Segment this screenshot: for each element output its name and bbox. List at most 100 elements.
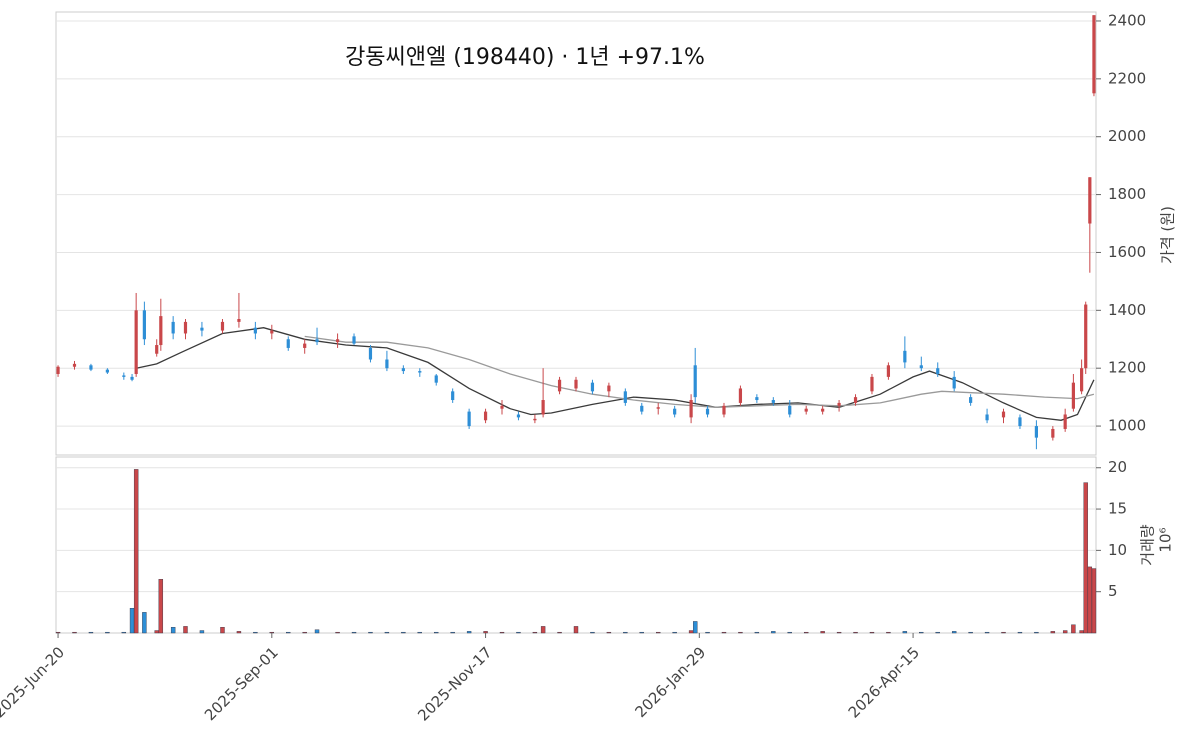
volume-bar — [483, 631, 488, 634]
candle-body — [1063, 414, 1067, 429]
volume-bar — [573, 626, 579, 634]
volume-bar — [286, 631, 291, 634]
candle-body — [142, 310, 146, 340]
volume-bar — [853, 631, 858, 634]
x-tick-label: 2026-Jan-29 — [632, 643, 710, 721]
candle-body — [755, 397, 759, 401]
candle-body — [159, 316, 163, 346]
candle-body — [286, 339, 290, 348]
candle-body — [253, 327, 257, 334]
candle-body — [673, 408, 677, 415]
volume-bar — [1034, 631, 1039, 634]
volume-bar — [532, 631, 538, 634]
candle-body — [122, 375, 126, 377]
candle-body — [936, 368, 940, 374]
volume-bar — [557, 631, 562, 634]
candle-body — [821, 408, 825, 412]
volume-bar — [606, 631, 612, 634]
candle-body — [130, 376, 134, 380]
volume-bar — [787, 631, 792, 634]
volume-bar — [540, 626, 546, 634]
volume-bar — [836, 631, 842, 634]
volume-bar — [688, 630, 694, 634]
y-axis-label: 거래량 — [1139, 524, 1157, 566]
volume-bar — [705, 631, 710, 634]
candle-body — [467, 411, 471, 427]
y-tick-label: 1000 — [1108, 417, 1146, 435]
volume-bar — [401, 631, 406, 634]
candle-body — [401, 368, 405, 372]
candle-body — [89, 365, 93, 370]
candle-body — [237, 319, 241, 322]
volume-bar — [351, 631, 357, 634]
candle-body — [1051, 428, 1055, 438]
y-tick-label: 15 — [1108, 500, 1127, 518]
candle-body — [952, 376, 956, 389]
volume-bar — [170, 627, 176, 634]
candle-body — [656, 407, 660, 409]
volume-bar — [55, 631, 61, 634]
candle-body — [105, 369, 109, 373]
volume-bar — [869, 631, 875, 634]
volume-bar — [236, 631, 242, 634]
volume-bar — [142, 612, 147, 634]
candle-body — [853, 397, 858, 403]
candle-body — [804, 408, 808, 412]
volume-bar — [253, 631, 258, 634]
candle-body — [315, 339, 319, 343]
volume-bar — [738, 631, 743, 634]
x-tick-label: 2025-Nov-17 — [414, 643, 495, 724]
candle-body — [368, 347, 373, 360]
chart-title: 강동씨앤엘 (198440) · 1년 +97.1% — [345, 45, 705, 70]
candle-body — [1084, 304, 1088, 369]
volume-bar — [1079, 630, 1084, 634]
volume-bar — [1062, 630, 1068, 634]
volume-bar — [886, 631, 891, 634]
candle-body — [919, 365, 923, 369]
y-tick-label: 2400 — [1108, 11, 1146, 29]
volume-bar — [384, 631, 390, 634]
candle-body — [335, 339, 340, 343]
x-tick-label: 2025-Jun-20 — [0, 643, 68, 721]
volume-bar — [820, 631, 825, 634]
candle-body — [985, 414, 989, 421]
volume-bar — [951, 631, 957, 634]
moving-average — [136, 327, 1095, 421]
candle-body — [903, 350, 907, 363]
volume-bar — [129, 608, 135, 634]
y-tick-label: 5 — [1108, 582, 1118, 600]
volume-bar — [368, 631, 373, 634]
volume-bar — [1087, 566, 1093, 634]
volume-bar — [121, 631, 127, 634]
volume-bar — [1050, 631, 1056, 634]
y-tick-label: 2000 — [1108, 127, 1146, 145]
candle-body — [788, 405, 792, 415]
y-tick-label: 1800 — [1108, 185, 1146, 203]
volume-bar — [1091, 568, 1097, 634]
volume-bar — [771, 631, 776, 634]
volume-bar — [466, 631, 472, 634]
volume-bar — [672, 631, 677, 634]
volume-bar — [1071, 624, 1076, 634]
volume-bar — [105, 631, 110, 634]
volume-bar — [803, 631, 809, 634]
volume-bar — [623, 631, 628, 634]
volume-bar — [183, 626, 188, 634]
candle-body — [557, 379, 562, 392]
x-tick-label: 2026-Apr-15 — [845, 643, 923, 721]
candle-body — [303, 343, 307, 348]
volume-panel — [55, 456, 1097, 634]
volume-bar — [314, 629, 320, 634]
candle-body — [270, 330, 274, 334]
candle-body — [1034, 426, 1038, 438]
candle-body — [623, 391, 627, 403]
moving-average — [304, 335, 1095, 408]
candle-body — [607, 385, 611, 392]
candle-body — [541, 400, 545, 415]
volume-bar — [302, 631, 307, 634]
volume-bar — [335, 631, 340, 634]
y-tick-label: 1600 — [1108, 243, 1146, 261]
x-tick-label: 2025-Sep-01 — [201, 643, 282, 724]
candle-body — [134, 310, 138, 374]
